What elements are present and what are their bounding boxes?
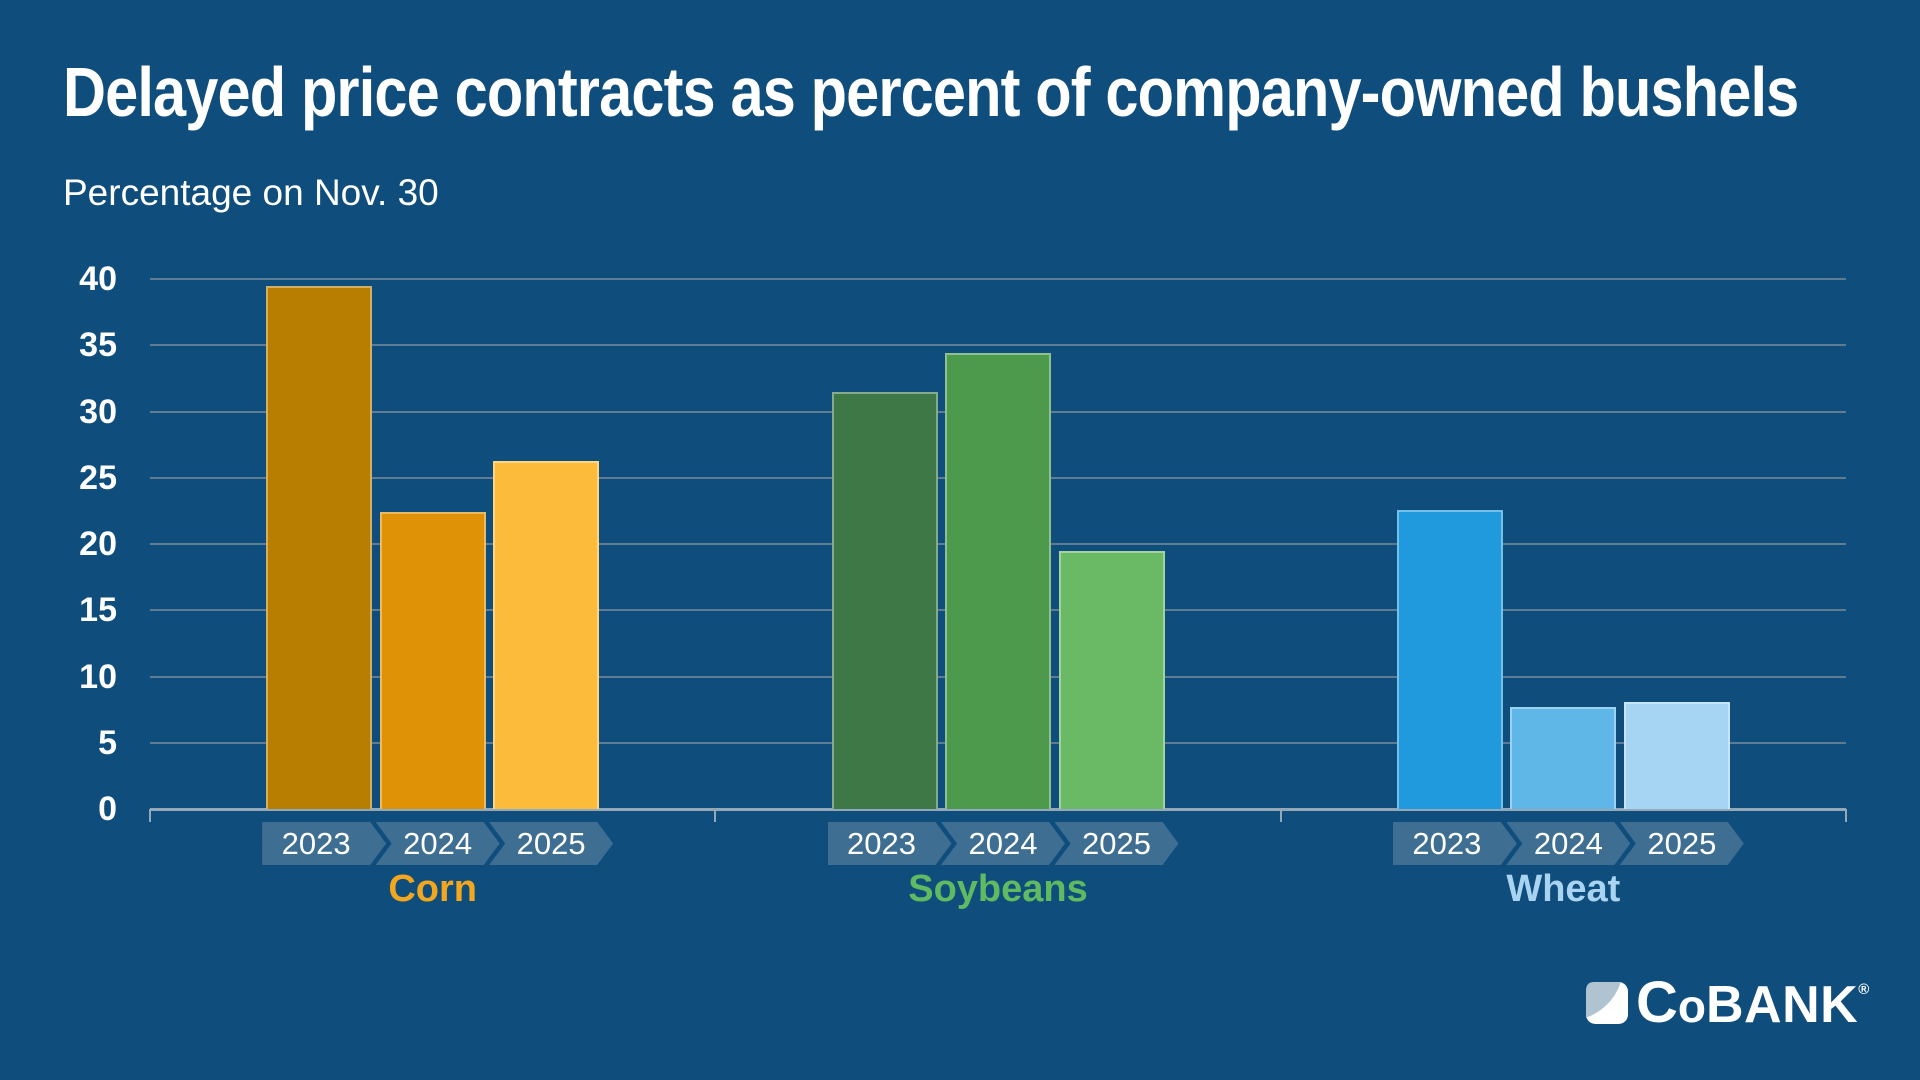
year-label: 2024 [403,825,473,861]
logo-letter-o: o [1677,980,1706,1032]
year-banner: 2024 [1506,822,1630,865]
y-axis-label: 15 [79,591,117,630]
year-banner: 2023 [828,822,952,865]
gridline-35 [150,344,1846,347]
year-banner: 2023 [262,822,386,865]
year-label: 2023 [281,825,351,861]
year-banner: 2025 [1620,822,1744,865]
y-axis-label: 35 [79,326,117,365]
axis-tick [1279,809,1282,822]
year-banner: 2024 [941,822,1065,865]
axis-tick [714,809,717,822]
year-label: 2025 [1647,825,1717,861]
axis-tick [149,809,151,822]
year-banner: 2025 [1055,822,1179,865]
bar-corn-2024 [379,512,486,809]
bar-soybeans-2025 [1058,550,1165,809]
chart-subtitle: Percentage on Nov. 30 [63,172,439,213]
bar-soybeans-2023 [831,391,938,809]
x-axis-line [150,808,1846,811]
year-label: 2024 [1533,825,1603,861]
y-axis-label: 10 [79,657,117,696]
bar-wheat-2023 [1396,509,1503,809]
y-axis-label: 20 [79,525,117,563]
year-label: 2024 [968,825,1038,861]
group-label-soybeans: Soybeans [908,868,1088,910]
year-label: 2025 [516,825,586,861]
gridline-40 [150,278,1846,280]
bar-wheat-2025 [1623,701,1730,809]
y-axis-label: 30 [79,392,117,431]
year-banner: 2025 [489,822,613,865]
cobank-logo-text: CoBANK® [1636,974,1870,1032]
bar-corn-2025 [493,460,600,809]
registered-mark: ® [1858,981,1870,998]
bar-corn-2023 [266,285,373,809]
year-label: 2025 [1082,825,1151,861]
year-banner: 2023 [1393,822,1517,865]
y-axis-label: 25 [79,458,117,497]
year-banner: 2024 [376,822,500,865]
group-label-corn: Corn [388,868,477,910]
cobank-logo-icon [1586,981,1628,1024]
group-label-wheat: Wheat [1506,868,1621,910]
y-axis-label: 40 [79,260,117,298]
bar-soybeans-2024 [945,353,1051,809]
bar-wheat-2024 [1510,706,1617,809]
y-axis-label: 0 [98,790,117,828]
logo-bank: BANK [1706,976,1859,1034]
axis-tick [1845,809,1847,822]
y-axis-label: 5 [98,723,117,762]
cobank-logo: CoBANK® [1586,974,1870,1032]
logo-letter-c: C [1636,970,1678,1035]
chart-title: Delayed price contracts as percent of co… [63,53,1799,131]
year-label: 2023 [1412,825,1482,861]
year-label: 2023 [847,825,916,861]
